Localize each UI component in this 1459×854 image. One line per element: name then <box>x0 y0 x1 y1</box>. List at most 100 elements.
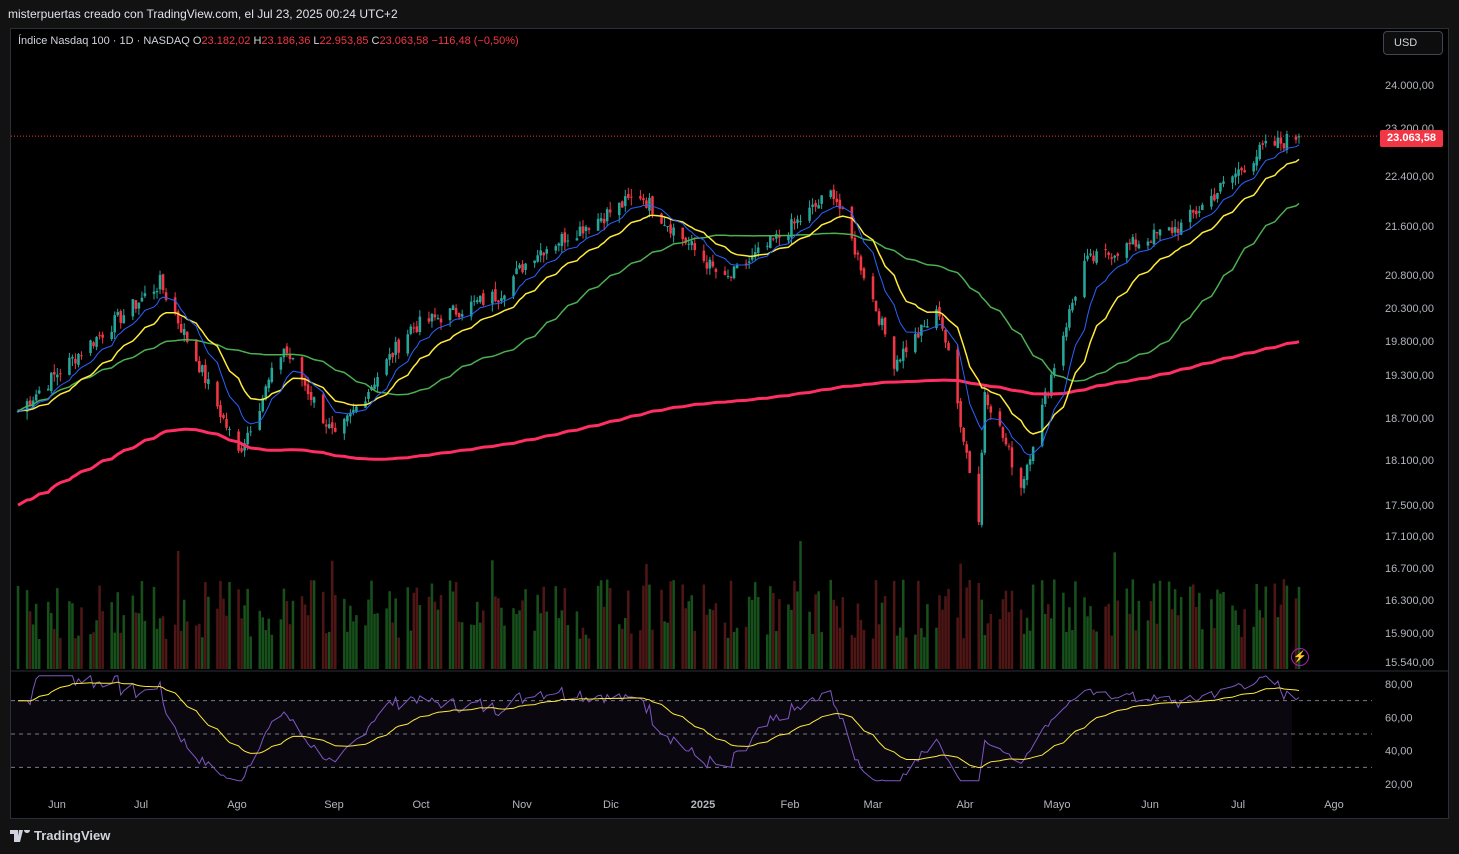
candle-body <box>533 260 536 264</box>
candle-body <box>521 264 524 273</box>
candle-body <box>663 224 666 226</box>
volume-bar <box>1258 610 1261 669</box>
volume-bar <box>1237 624 1240 669</box>
candle-body <box>1234 173 1237 178</box>
volume-bar <box>772 592 775 669</box>
candle-body <box>880 318 884 326</box>
candle-body <box>989 406 993 413</box>
volume-bar <box>584 634 588 669</box>
volume-bar <box>968 579 971 669</box>
candle-body <box>581 226 585 234</box>
volume-bar <box>246 588 249 669</box>
rsi-axis-label: 40,00 <box>1385 746 1413 758</box>
candle-body <box>1173 226 1177 233</box>
candle-body <box>173 297 177 314</box>
candle-body <box>482 293 485 305</box>
price-axis-label: 16.700,00 <box>1385 563 1434 575</box>
volume-bar <box>756 597 760 669</box>
volume-bar <box>346 631 349 669</box>
candle-body <box>1216 193 1219 199</box>
volume-bar <box>1025 617 1029 669</box>
price-axis-label: 15.900,00 <box>1385 628 1434 640</box>
candle-body <box>285 346 289 354</box>
volume-bar <box>110 602 113 669</box>
volume-bar <box>714 603 718 669</box>
volume-bar <box>391 622 394 669</box>
volume-bar <box>1137 600 1141 669</box>
volume-bar <box>376 613 379 669</box>
volume-bar <box>491 560 494 669</box>
candle-body <box>1167 227 1171 231</box>
candle-body <box>140 297 144 302</box>
volume-bar <box>914 634 917 669</box>
candle-body <box>708 259 712 269</box>
candle-body <box>947 342 950 351</box>
candle-body <box>1068 309 1071 328</box>
candle-body <box>1010 447 1014 468</box>
volume-bar <box>817 591 820 669</box>
candle-body <box>1264 140 1268 144</box>
volume-bar <box>37 638 41 669</box>
candle-body <box>267 379 271 389</box>
candle-body <box>1252 163 1255 172</box>
candle-body <box>409 326 413 334</box>
candle-body <box>1089 253 1092 256</box>
candle-body <box>1170 227 1174 233</box>
candle-body <box>222 414 225 418</box>
candle-body <box>620 201 624 208</box>
volume-bar <box>472 624 476 669</box>
sma200-line <box>17 340 1300 507</box>
candle-body <box>790 219 793 238</box>
x-axis-label: Jun <box>1141 799 1159 811</box>
candle-body <box>729 276 733 278</box>
volume-bar <box>95 620 98 669</box>
tradingview-brand[interactable]: TradingView <box>10 827 111 845</box>
tradingview-logo-icon <box>10 827 30 845</box>
candle-body <box>681 227 684 240</box>
candle-body <box>264 386 268 400</box>
candle-body <box>321 394 325 424</box>
volume-bar <box>143 620 147 669</box>
volume-bar <box>1158 580 1162 669</box>
volume-bar <box>479 622 482 669</box>
volume-bar <box>841 597 845 669</box>
volume-bar <box>249 636 252 669</box>
candle-body <box>1074 296 1077 301</box>
candle-body <box>560 234 564 246</box>
volume-bar <box>388 591 391 669</box>
candle-body <box>602 218 606 224</box>
rsi-axis-label: 20,00 <box>1385 779 1413 791</box>
volume-bar <box>409 630 413 669</box>
volume-bar <box>195 625 198 669</box>
volume-bar <box>134 612 138 669</box>
volume-bar <box>182 599 186 669</box>
volume-bar <box>355 615 358 669</box>
candle-body <box>1083 260 1086 298</box>
candle-body <box>539 250 542 256</box>
volume-bar <box>59 637 62 669</box>
candle-body <box>935 309 938 329</box>
volume-bar <box>684 608 687 669</box>
volume-bar <box>542 586 545 669</box>
currency-button[interactable]: USD <box>1383 31 1443 55</box>
candle-body <box>1107 252 1110 255</box>
symbol-legend: Índice Nasdaq 100 · 1D · NASDAQ O23.182,… <box>18 35 519 47</box>
volume-bar <box>475 601 479 669</box>
candle-body <box>355 406 358 412</box>
candle-body <box>690 241 694 246</box>
candle-body <box>451 305 455 311</box>
brand-label: TradingView <box>34 828 111 843</box>
price-axis-label: 20.800,00 <box>1385 270 1434 282</box>
volume-bar <box>624 617 627 669</box>
volume-bar <box>560 610 564 669</box>
volume-bar <box>1282 579 1286 669</box>
volume-bar <box>1095 631 1098 669</box>
price-axis-label: 16.300,00 <box>1385 595 1434 607</box>
candle-body <box>769 236 772 248</box>
candle-body <box>80 355 83 357</box>
lightning-icon[interactable]: ⚡ <box>1291 648 1309 666</box>
volume-bar <box>690 595 694 669</box>
volume-bar <box>330 560 334 669</box>
candle-body <box>161 274 165 291</box>
